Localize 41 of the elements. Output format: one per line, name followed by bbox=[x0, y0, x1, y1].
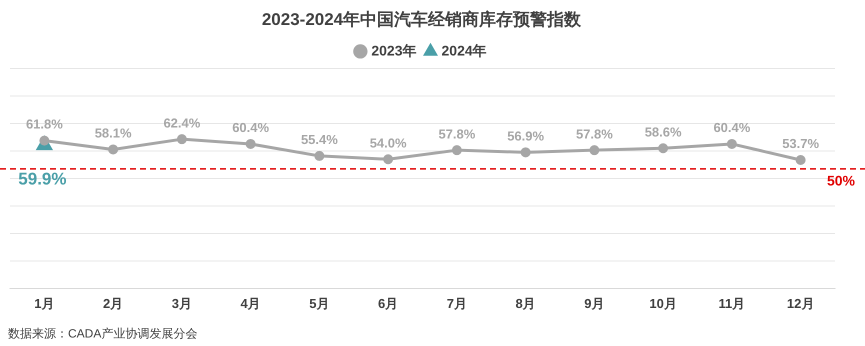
data-label: 58.6% bbox=[644, 124, 682, 140]
data-label: 57.8% bbox=[576, 126, 614, 142]
legend-label: 2023年 bbox=[371, 42, 417, 58]
source-note: 数据来源：CADA产业协调发展分会 bbox=[8, 326, 198, 340]
x-tick-label: 5月 bbox=[309, 296, 330, 311]
point bbox=[796, 154, 806, 165]
legend-label: 2024年 bbox=[442, 42, 487, 58]
point bbox=[176, 134, 187, 144]
x-tick-label: 11月 bbox=[718, 296, 746, 311]
x-tick-label: 9月 bbox=[584, 296, 604, 311]
x-tick-label: 10月 bbox=[649, 296, 677, 311]
chart-title: 2023-2024年中国汽车经销商库存预警指数 bbox=[262, 10, 582, 29]
data-label: 61.8% bbox=[26, 116, 64, 132]
point bbox=[726, 138, 737, 149]
x-tick-label: 8月 bbox=[516, 296, 536, 311]
data-label: 54.0% bbox=[370, 135, 407, 150]
point bbox=[520, 147, 531, 158]
data-label: 56.9% bbox=[507, 128, 544, 144]
x-tick-label: 2月 bbox=[103, 296, 124, 311]
x-tick-label: 1月 bbox=[34, 296, 54, 311]
data-label: 60.4% bbox=[713, 120, 751, 136]
x-tick-label: 4月 bbox=[240, 296, 261, 311]
data-label: 60.4% bbox=[232, 120, 270, 136]
data-label: 55.4% bbox=[300, 132, 338, 147]
data-label: 53.7% bbox=[782, 136, 820, 152]
x-tick-label: 3月 bbox=[172, 296, 192, 311]
point bbox=[383, 154, 394, 164]
point bbox=[658, 143, 668, 154]
point bbox=[108, 144, 118, 154]
x-tick-label: 7月 bbox=[446, 296, 467, 311]
point bbox=[314, 150, 324, 161]
x-tick-label: 12月 bbox=[786, 296, 814, 311]
data-label: 57.8% bbox=[438, 126, 476, 142]
data-label: 62.4% bbox=[163, 115, 201, 130]
x-tick-label: 6月 bbox=[378, 296, 398, 311]
data-label: 58.1% bbox=[94, 126, 132, 141]
point bbox=[452, 145, 462, 156]
point bbox=[246, 138, 256, 149]
data-label: 59.9% bbox=[18, 169, 66, 188]
point bbox=[589, 145, 600, 156]
ref-line-label: 50% bbox=[826, 172, 856, 189]
